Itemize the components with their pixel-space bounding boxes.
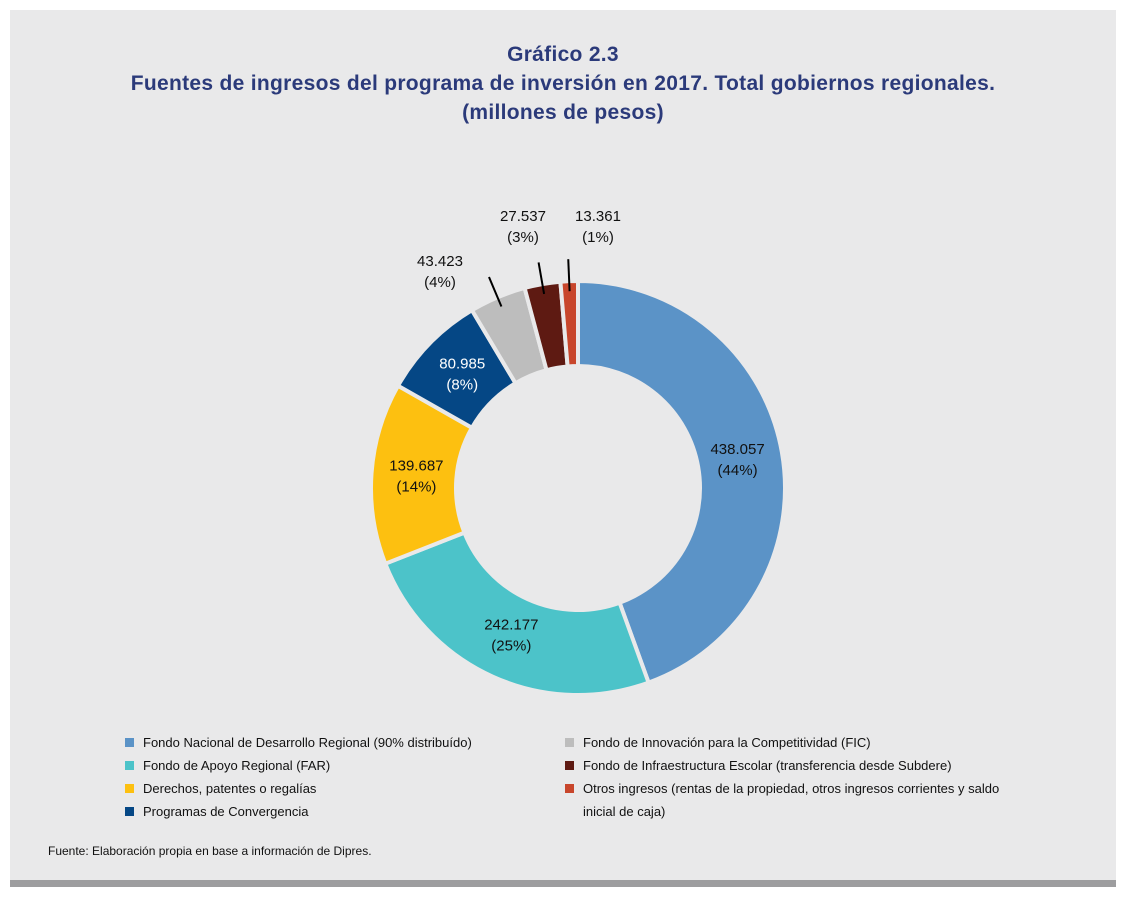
legend-label: Fondo de Infraestructura Escolar (transf… [583, 758, 952, 773]
percent-label: (8%) [446, 377, 478, 394]
data-label: 27.537 [500, 208, 546, 225]
legend-column: Fondo de Innovación para la Competitivid… [565, 731, 1005, 823]
title-block: Gráfico 2.3 Fuentes de ingresos del prog… [10, 40, 1116, 127]
legend-label: Programas de Convergencia [143, 804, 309, 819]
legend-swatch [565, 761, 574, 770]
legend-item: Fondo Nacional de Desarrollo Regional (9… [125, 731, 545, 754]
legend-label: Otros ingresos (rentas de la propiedad, … [583, 781, 1000, 819]
data-label: 438.057 [710, 441, 764, 458]
legend-label: Fondo de Innovación para la Competitivid… [583, 735, 871, 750]
chart: 438.057 (44%) 242.177 (25%) 139.687 (14%) 80.9… [369, 208, 787, 697]
leader-line [488, 276, 503, 307]
data-label: 43.423 [417, 253, 463, 270]
donut-slice [576, 278, 787, 686]
legend-column: Fondo Nacional de Desarrollo Regional (9… [125, 731, 545, 823]
source: Fuente: Elaboración propia en base a inf… [48, 844, 372, 858]
leader-line [567, 259, 571, 292]
legend-swatch [565, 784, 574, 793]
donut-slice [558, 278, 580, 369]
donut-slice [382, 530, 652, 697]
legend-item: Otros ingresos (rentas de la propiedad, … [565, 777, 1005, 823]
percent-label: (3%) [507, 229, 539, 246]
legend-item: Derechos, patentes o regalías [125, 777, 545, 800]
legend-item: Fondo de Innovación para la Competitivid… [565, 731, 1005, 754]
percent-label: (44%) [718, 462, 758, 479]
legend-item: Programas de Convergencia [125, 800, 545, 823]
leader-line [537, 262, 546, 295]
chart-title: Fuentes de ingresos del programa de inve… [130, 72, 996, 95]
legend-swatch [125, 784, 134, 793]
legend-swatch [565, 738, 574, 747]
legend-swatch [125, 738, 134, 747]
panel: Gráfico 2.3 Fuentes de ingresos del prog… [10, 10, 1116, 887]
legend-label: Derechos, patentes o regalías [143, 781, 317, 796]
percent-label: (1%) [582, 229, 614, 246]
legend-swatch [125, 807, 134, 816]
legend-label: Fondo de Apoyo Regional (FAR) [143, 758, 331, 773]
data-label: 13.361 [575, 208, 621, 225]
legend-item: Fondo de Infraestructura Escolar (transf… [565, 754, 1005, 777]
chart-title: (millones de pesos) [462, 101, 664, 124]
legend-item: Fondo de Apoyo Regional (FAR) [125, 754, 545, 777]
percent-label: (14%) [396, 478, 436, 495]
legend-label: Fondo Nacional de Desarrollo Regional (9… [143, 735, 472, 750]
data-label: 139.687 [389, 457, 443, 474]
percent-label: (4%) [424, 274, 456, 291]
legend-swatch [125, 761, 134, 770]
data-label: 242.177 [484, 617, 538, 634]
percent-label: (25%) [491, 638, 531, 655]
chart-title: Gráfico 2.3 [507, 43, 619, 66]
data-label: 80.985 [439, 356, 485, 373]
